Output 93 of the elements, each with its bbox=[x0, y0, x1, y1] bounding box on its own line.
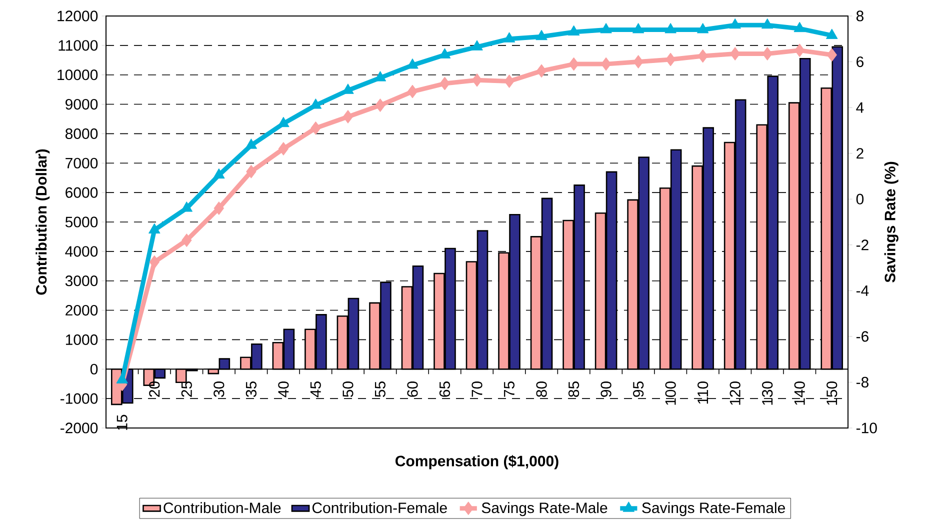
x-tick-label: 150 bbox=[826, 381, 838, 405]
point bbox=[730, 47, 740, 61]
point bbox=[375, 98, 386, 112]
y2-tick-label: -10 bbox=[856, 422, 877, 434]
legend-label: Contribution-Female bbox=[312, 502, 447, 514]
legend-label: Savings Rate-Female bbox=[642, 502, 785, 516]
y2-tick-label: -6 bbox=[856, 331, 868, 342]
x-tick-label: 45 bbox=[310, 382, 321, 398]
x-tick-label: 90 bbox=[600, 381, 612, 397]
y-tick-label: 11000 bbox=[58, 40, 98, 51]
y2-tick-label: 8 bbox=[856, 10, 864, 22]
x-axis-title: Compensation ($1,000) bbox=[396, 455, 558, 470]
x-tick-label: 110 bbox=[698, 381, 708, 404]
y-tick-label: 10000 bbox=[58, 70, 98, 80]
point bbox=[632, 22, 644, 34]
point bbox=[794, 22, 806, 32]
point bbox=[503, 32, 516, 42]
y2-tick-label: -8 bbox=[856, 376, 868, 388]
x-tick-label: 55 bbox=[374, 382, 386, 397]
y-tick-label: -1000 bbox=[60, 393, 98, 404]
y-tick-label: 4000 bbox=[65, 246, 98, 257]
point bbox=[698, 49, 708, 63]
point bbox=[342, 110, 354, 124]
y2-tick-label: 2 bbox=[856, 148, 864, 159]
y-axis-title: Contribution (Dollar) bbox=[36, 149, 50, 295]
y-tick-label: 3000 bbox=[65, 276, 98, 286]
x-tick-label: 50 bbox=[342, 381, 354, 397]
y-tick-label: 2000 bbox=[66, 304, 98, 316]
point bbox=[213, 168, 225, 179]
point bbox=[504, 74, 514, 88]
point bbox=[278, 116, 290, 128]
point bbox=[826, 28, 838, 39]
point bbox=[149, 255, 160, 269]
point bbox=[762, 47, 772, 61]
y-tick-label: 0 bbox=[90, 364, 98, 374]
x-tick-label: 60 bbox=[407, 381, 418, 397]
y-tick-label: 5000 bbox=[65, 216, 98, 228]
y-tick-label: 1000 bbox=[66, 334, 98, 346]
x-tick-label: 130 bbox=[762, 381, 773, 405]
legend-label: Savings Rate-Male bbox=[482, 502, 608, 516]
y2-axis-title: Savings Rate (%) bbox=[884, 162, 898, 282]
point bbox=[471, 40, 483, 50]
y-tick-label: -2000 bbox=[60, 422, 98, 434]
point bbox=[214, 202, 224, 216]
y-tick-label: 12000 bbox=[58, 10, 98, 22]
x-tick-label: 140 bbox=[794, 381, 805, 405]
y-tick-label: 7000 bbox=[66, 158, 98, 168]
x-tick-label: 80 bbox=[536, 381, 547, 397]
point bbox=[665, 52, 676, 66]
x-tick-label: 25 bbox=[181, 382, 192, 397]
y-tick-label: 6000 bbox=[66, 187, 98, 198]
point bbox=[794, 44, 805, 58]
x-tick-label: 40 bbox=[278, 381, 289, 398]
point bbox=[568, 57, 579, 71]
x-tick-label: 95 bbox=[632, 382, 644, 397]
x-tick-label: 20 bbox=[149, 381, 160, 397]
x-tick-label: 70 bbox=[472, 381, 482, 397]
point bbox=[664, 22, 676, 34]
point bbox=[472, 73, 482, 87]
point bbox=[729, 18, 741, 29]
x-tick-label: 85 bbox=[568, 382, 580, 397]
point bbox=[600, 57, 612, 71]
y2-tick-label: 6 bbox=[856, 56, 864, 68]
y2-tick-label: 0 bbox=[856, 194, 864, 204]
x-tick-label: 75 bbox=[504, 382, 514, 397]
point bbox=[148, 223, 160, 234]
point bbox=[310, 121, 321, 135]
x-tick-label: 15 bbox=[116, 414, 128, 430]
y-tick-label: 8000 bbox=[66, 128, 98, 140]
y2-tick-label: -4 bbox=[856, 285, 869, 296]
point bbox=[568, 25, 580, 36]
point bbox=[600, 22, 612, 34]
point bbox=[245, 138, 258, 149]
y-tick-label: 9000 bbox=[66, 98, 98, 110]
point bbox=[440, 76, 450, 90]
point bbox=[278, 142, 289, 156]
point bbox=[246, 164, 256, 178]
x-tick-label: 100 bbox=[665, 381, 676, 405]
point bbox=[696, 22, 709, 34]
x-tick-label: 120 bbox=[730, 381, 740, 405]
point bbox=[761, 18, 774, 29]
legend-label: Contribution-Male bbox=[164, 502, 281, 514]
point bbox=[536, 30, 548, 40]
point bbox=[633, 55, 644, 69]
point bbox=[407, 84, 418, 98]
y2-tick-label: -2 bbox=[856, 240, 868, 250]
point bbox=[182, 234, 192, 248]
y2-tick-label: 4 bbox=[856, 102, 864, 113]
point bbox=[826, 48, 837, 62]
point bbox=[536, 64, 547, 78]
x-tick-label: 65 bbox=[439, 382, 450, 397]
x-tick-label: 30 bbox=[214, 381, 224, 398]
x-tick-label: 35 bbox=[246, 382, 256, 398]
